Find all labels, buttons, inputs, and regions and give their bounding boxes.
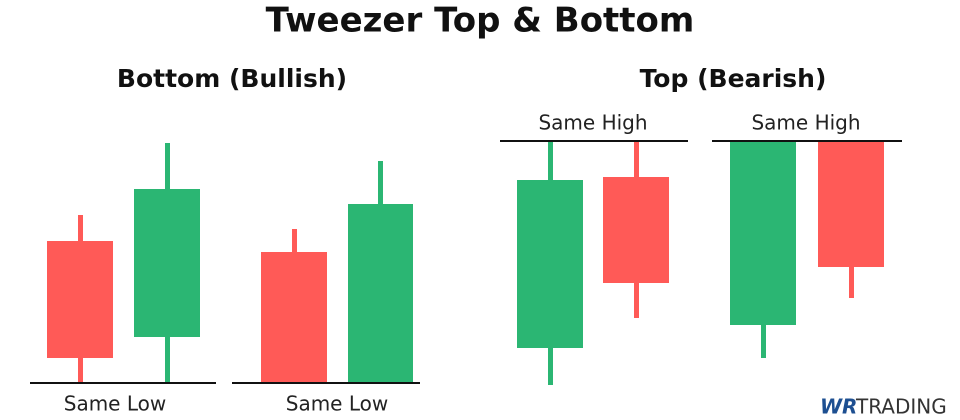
label: Same Low [286,392,388,416]
candle-pair: Same Low [30,143,216,416]
candle [818,141,884,267]
label: Same High [751,111,860,135]
label: Same Low [64,392,166,416]
logo-mark: WR [820,395,857,419]
logo-text: TRADING [855,395,947,419]
wick [378,161,383,211]
candle [348,204,413,383]
label: Same High [538,111,647,135]
section-title: Top (Bearish) [640,64,827,93]
candle [730,141,796,325]
candle [261,252,327,383]
candle-pair: Same High [712,111,902,358]
candle [517,180,583,348]
wick [292,229,297,259]
candle-pair: Same Low [232,161,420,416]
candle [47,241,113,358]
candle-pair: Same High [500,111,688,385]
title: Tweezer Top & Bottom [266,1,695,41]
candle [603,177,669,283]
section-title: Bottom (Bullish) [117,64,347,93]
candle [134,189,200,337]
